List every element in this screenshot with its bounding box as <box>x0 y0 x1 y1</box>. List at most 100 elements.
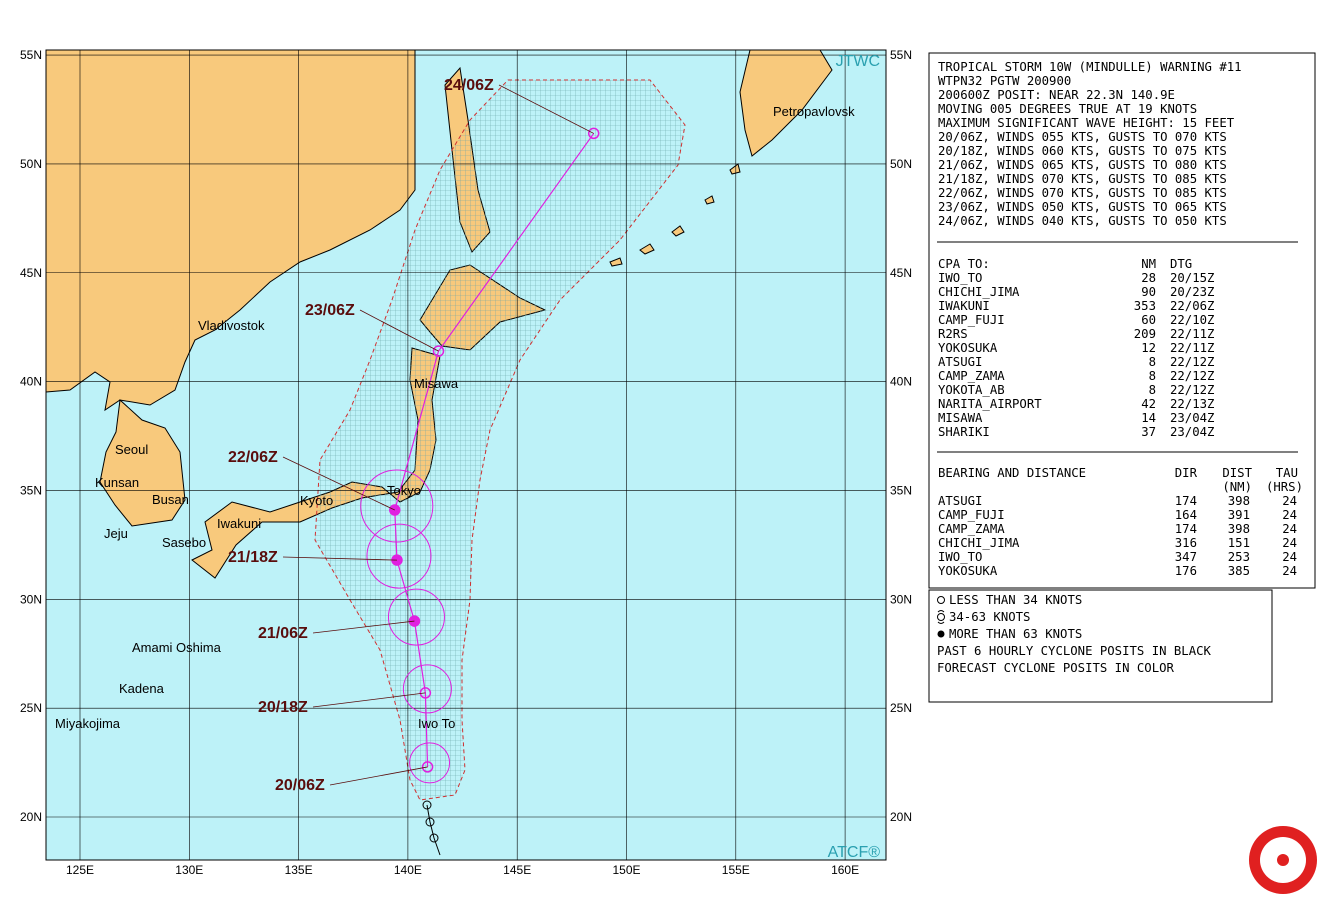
panel-text: TAU <box>1276 466 1298 480</box>
panel-text: 90 <box>1141 285 1156 299</box>
place: Amami Oshima <box>132 640 222 655</box>
lat-label: 25N <box>890 701 912 715</box>
forecast-label: 20/06Z <box>275 777 325 794</box>
forecast-label: 23/06Z <box>305 302 355 319</box>
panel-text: 22/12Z <box>1170 369 1215 383</box>
place: Misawa <box>414 376 459 391</box>
panel-text: 37 <box>1141 425 1156 439</box>
forecast-label: 21/06Z <box>258 625 308 642</box>
warning-panel <box>928 52 1316 589</box>
panel-text: (HRS) <box>1266 480 1303 494</box>
panel-text: NARITA_AIRPORT <box>938 397 1042 411</box>
graticule <box>46 50 886 860</box>
panel-text: MOVING 005 DEGREES TRUE AT 19 KNOTS <box>938 102 1197 116</box>
panel-text: 164 <box>1175 508 1197 522</box>
panel-text: ATSUGI <box>938 355 982 369</box>
atcf-badge: ATCF® <box>828 844 881 861</box>
panel-text: YOKOTA_AB <box>938 383 1005 397</box>
place: Kunsan <box>95 475 139 490</box>
panel-text: 353 <box>1134 299 1156 313</box>
lat-label: 30N <box>20 592 42 606</box>
panel-text: TROPICAL STORM 10W (MINDULLE) WARNING #1… <box>938 60 1242 74</box>
panel-text: PAST 6 HOURLY CYCLONE POSITS IN BLACK <box>937 644 1212 658</box>
legend-panel <box>928 589 1273 703</box>
panel-text: 24 <box>1282 564 1297 578</box>
panel-text: 385 <box>1228 564 1250 578</box>
label-leader <box>282 456 395 511</box>
lon-label: 125E <box>66 863 94 877</box>
lon-label: 130E <box>175 863 203 877</box>
wind-radius <box>387 588 445 646</box>
forecast-posit <box>432 345 445 357</box>
panel-text: IWO_TO <box>938 271 982 285</box>
lon-label: 160E <box>831 863 859 877</box>
lat-label: 55N <box>890 48 912 62</box>
wind-radius <box>366 523 432 589</box>
panel-text: CAMP_FUJI <box>938 313 1005 327</box>
lat-label: 20N <box>890 810 912 824</box>
panel-text: TROPICAL STORM 10W (MINDULLE) WARNING #1… <box>937 60 1303 675</box>
panel-text: YOKOSUKA <box>938 564 998 578</box>
panel-text: 12 <box>1141 341 1156 355</box>
panel-text: IWO_TO <box>938 550 982 564</box>
forecast-label: 22/06Z <box>228 449 278 466</box>
panel-text: 14 <box>1141 411 1156 425</box>
lat-label: 45N <box>20 266 42 280</box>
panel-text: SHARIKI <box>938 425 990 439</box>
places: Petropavlovsk Vladivostok Misawa Seoul K… <box>55 104 855 731</box>
panel-text: 22/06Z, WINDS 070 KTS, GUSTS TO 085 KTS <box>938 186 1227 200</box>
panel-text: DTG <box>1170 257 1192 271</box>
panel-text: BEARING AND DISTANCE <box>938 466 1086 480</box>
place: Petropavlovsk <box>773 104 855 119</box>
place: Seoul <box>115 442 148 457</box>
panel-text: 316 <box>1175 536 1197 550</box>
panel-text: 20/23Z <box>1170 285 1215 299</box>
place: Iwo To <box>418 716 455 731</box>
lat-label: 40N <box>890 375 912 389</box>
place: Iwakuni <box>217 516 261 531</box>
label-leader <box>359 309 439 352</box>
panel-text: 8 <box>1149 383 1156 397</box>
lat-label: 35N <box>20 483 42 497</box>
panel-text: ATSUGI <box>938 494 982 508</box>
panel-text: LESS THAN 34 KNOTS <box>949 593 1082 607</box>
panel-text: 23/04Z <box>1170 411 1215 425</box>
forecast-label: 20/18Z <box>258 699 308 716</box>
label-leader <box>282 556 397 561</box>
past-track <box>422 800 441 856</box>
panel-text: 24 <box>1282 522 1297 536</box>
panel-text: 28 <box>1141 271 1156 285</box>
panel-text: MISAWA <box>938 411 983 425</box>
lon-label: 150E <box>612 863 640 877</box>
danger-swath <box>314 79 686 801</box>
wind-radius <box>402 664 452 714</box>
panel-text: 24/06Z, WINDS 040 KTS, GUSTS TO 050 KTS <box>938 214 1227 228</box>
panel-text: 398 <box>1228 522 1250 536</box>
forecast-posit <box>587 127 600 140</box>
panel-text: CAMP_FUJI <box>938 508 1005 522</box>
panel-text: IWAKUNI <box>938 299 990 313</box>
place: Kadena <box>119 681 165 696</box>
lon-label: 135E <box>285 863 313 877</box>
panel-text: 22/06Z <box>1170 299 1215 313</box>
panel-text: 22/11Z <box>1170 327 1215 341</box>
panel-text: 8 <box>1149 355 1156 369</box>
panel-text: CHICHI_JIMA <box>938 285 1020 299</box>
panel-text: 22/10Z <box>1170 313 1215 327</box>
panel-text: 20/15Z <box>1170 271 1215 285</box>
panel-text: MORE THAN 63 KNOTS <box>949 627 1082 641</box>
lat-label: 20N <box>20 810 42 824</box>
label-leader <box>329 766 428 786</box>
wind-radius <box>409 742 451 784</box>
place: Jeju <box>104 526 128 541</box>
legend-symbols <box>937 596 945 638</box>
panel-text: 174 <box>1175 522 1197 536</box>
panel-text: 174 <box>1175 494 1197 508</box>
forecast-label: 24/06Z <box>444 77 494 94</box>
panel-text: DIR <box>1175 466 1198 480</box>
panel-text: 22/12Z <box>1170 355 1215 369</box>
place: Sasebo <box>162 535 206 550</box>
panel-text: 24 <box>1282 494 1297 508</box>
label-leader <box>312 692 426 708</box>
panel-text: 176 <box>1175 564 1197 578</box>
